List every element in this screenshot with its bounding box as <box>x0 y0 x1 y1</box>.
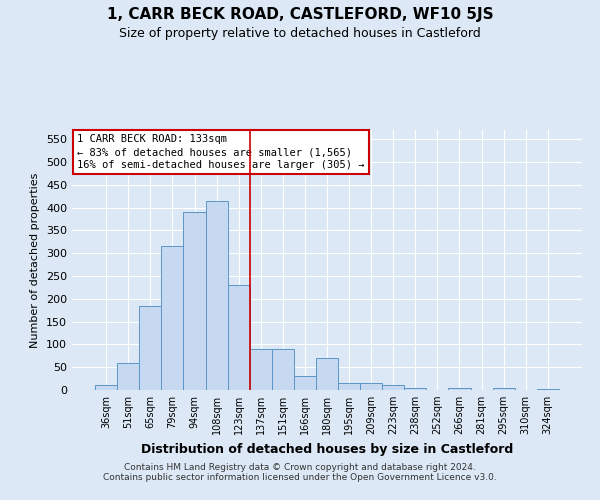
Bar <box>360 383 382 390</box>
Bar <box>117 362 139 390</box>
Text: Contains HM Land Registry data © Crown copyright and database right 2024.: Contains HM Land Registry data © Crown c… <box>124 462 476 471</box>
Bar <box>448 388 470 390</box>
Bar <box>161 246 184 390</box>
Bar <box>338 383 360 390</box>
Bar <box>316 358 338 390</box>
Text: 1 CARR BECK ROAD: 133sqm
← 83% of detached houses are smaller (1,565)
16% of sem: 1 CARR BECK ROAD: 133sqm ← 83% of detach… <box>77 134 365 170</box>
Text: 1, CARR BECK ROAD, CASTLEFORD, WF10 5JS: 1, CARR BECK ROAD, CASTLEFORD, WF10 5JS <box>107 8 493 22</box>
Text: Contains public sector information licensed under the Open Government Licence v3: Contains public sector information licen… <box>103 472 497 482</box>
Bar <box>537 389 559 390</box>
Text: Distribution of detached houses by size in Castleford: Distribution of detached houses by size … <box>141 442 513 456</box>
Bar <box>250 349 272 390</box>
Bar <box>272 349 294 390</box>
Bar <box>95 386 117 390</box>
Bar <box>227 285 250 390</box>
Y-axis label: Number of detached properties: Number of detached properties <box>31 172 40 348</box>
Bar <box>404 388 427 390</box>
Bar <box>206 200 227 390</box>
Bar <box>294 376 316 390</box>
Bar <box>139 306 161 390</box>
Bar <box>184 212 206 390</box>
Bar <box>382 386 404 390</box>
Bar <box>493 388 515 390</box>
Text: Size of property relative to detached houses in Castleford: Size of property relative to detached ho… <box>119 28 481 40</box>
